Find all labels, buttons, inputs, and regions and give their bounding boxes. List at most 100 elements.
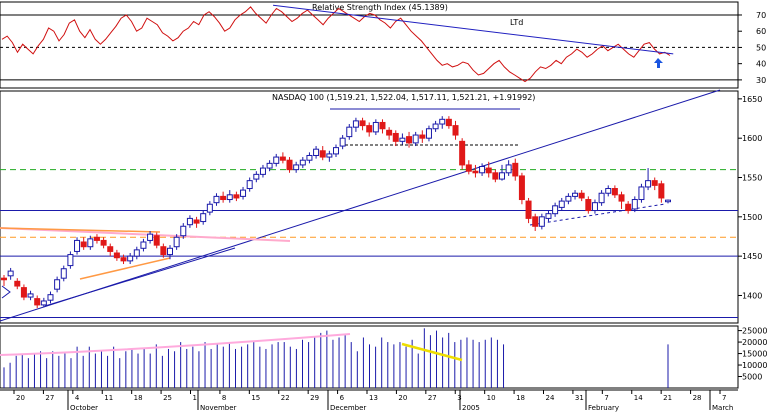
candle-body-46 xyxy=(306,154,313,161)
candle-body-22 xyxy=(147,233,154,241)
price-panel: NASDAQ 100 (1,519.21, 1,522.04, 1,517.11… xyxy=(0,89,762,324)
candle-body-99 xyxy=(658,183,665,199)
rsi-trendline xyxy=(272,4,674,55)
candle-body-26 xyxy=(173,236,180,248)
candle-body-58 xyxy=(386,129,393,136)
candle-body-72 xyxy=(479,165,486,174)
candle-body-56 xyxy=(372,121,379,133)
candle-body-15 xyxy=(100,239,107,246)
month-label-4: February xyxy=(588,404,619,412)
price-tick-label-1650: 1650 xyxy=(742,95,762,104)
candle-body-48 xyxy=(319,150,326,158)
month-label-0: October xyxy=(70,404,98,412)
rsi-line xyxy=(1,6,671,83)
candle-body-19 xyxy=(127,255,134,262)
candle-body-27 xyxy=(180,225,187,237)
volume-tick-label-5000: 5000 xyxy=(742,373,762,382)
candle-body-86 xyxy=(572,192,579,197)
orange-upper-trendline xyxy=(0,227,161,233)
candle-body-28 xyxy=(186,217,193,226)
candle-body-14 xyxy=(93,236,100,241)
candle-body-35 xyxy=(233,194,240,199)
candle-body-98 xyxy=(651,180,658,186)
candle-body-45 xyxy=(299,159,306,166)
x-tick-label-3: 11 xyxy=(104,394,113,402)
candle-body-2 xyxy=(14,280,21,287)
candle-body-59 xyxy=(392,132,399,142)
x-tick-label-14: 27 xyxy=(428,394,437,402)
rsi-tick-label-60: 60 xyxy=(756,27,766,36)
volume-highlight-line xyxy=(401,342,463,362)
candle-body-24 xyxy=(160,246,167,256)
candle-body-3 xyxy=(20,287,27,298)
candle-body-52 xyxy=(346,126,353,138)
dotted-support-line xyxy=(529,203,666,226)
candle-body-37 xyxy=(246,180,253,190)
rsi-title: Relative Strength Index (45.1389) xyxy=(312,3,448,12)
candle-body-61 xyxy=(406,136,413,144)
candle-body-29 xyxy=(193,219,200,224)
candle-body-7 xyxy=(47,294,54,301)
candle-body-81 xyxy=(538,216,545,227)
candle-body-68 xyxy=(452,125,459,136)
x-tick-label-6: 1 xyxy=(193,394,197,402)
x-tick-label-16: 10 xyxy=(487,394,496,402)
x-tick-label-13: 20 xyxy=(398,394,407,402)
month-label-5: March xyxy=(712,404,733,412)
x-tick-label-5: 25 xyxy=(163,394,172,402)
candle-body-95 xyxy=(631,199,638,210)
candle-body-84 xyxy=(558,200,565,208)
volume-tick-label-10000: 10000 xyxy=(742,361,767,370)
candle-body-41 xyxy=(273,156,280,164)
candle-body-75 xyxy=(499,172,505,180)
candle-body-78 xyxy=(518,175,525,201)
volume-tick-label-25000: 25000 xyxy=(742,327,767,336)
candle-body-97 xyxy=(645,180,652,188)
rsi-arrow-icon xyxy=(654,58,663,68)
candle-body-20 xyxy=(133,249,140,257)
x-tick-label-10: 29 xyxy=(310,394,319,402)
candle-body-34 xyxy=(226,194,233,201)
candle-body-70 xyxy=(465,164,472,172)
price-tick-label-1500: 1500 xyxy=(742,213,762,222)
x-tick-label-19: 31 xyxy=(575,394,584,402)
x-tick-label-9: 22 xyxy=(281,394,290,402)
candle-body-11 xyxy=(74,239,81,252)
candle-body-57 xyxy=(379,121,386,130)
candle-body-94 xyxy=(625,203,632,212)
rsi-tick-label-40: 40 xyxy=(756,60,766,69)
candle-body-92 xyxy=(611,188,618,196)
candle-body-100 xyxy=(665,199,671,203)
x-tick-label-15: 3 xyxy=(457,394,461,402)
candle-body-12 xyxy=(80,241,87,248)
candle-body-54 xyxy=(359,120,366,127)
candle-body-31 xyxy=(206,203,213,213)
candle-body-23 xyxy=(153,235,160,246)
x-tick-label-1: 27 xyxy=(45,394,54,402)
candle-body-79 xyxy=(525,200,532,219)
month-label-2: December xyxy=(330,404,366,412)
candle-body-66 xyxy=(439,118,446,125)
candle-body-88 xyxy=(585,199,592,212)
x-tick-label-21: 14 xyxy=(634,394,643,402)
rsi-annotation: LTd xyxy=(510,18,523,27)
candle-body-71 xyxy=(472,170,479,174)
price-tick-label-1400: 1400 xyxy=(742,291,762,300)
left-marker-icon xyxy=(1,285,11,299)
long-trendline xyxy=(0,89,721,322)
candle-body-0 xyxy=(1,277,7,281)
candle-body-60 xyxy=(399,137,406,142)
rsi-tick-label-30: 30 xyxy=(756,76,766,85)
candle-body-30 xyxy=(200,213,207,223)
month-label-3: 2005 xyxy=(462,404,480,412)
x-axis: 20 27 4 11 18 25 1 8 15 22 29 6 13 20 27 3 10 18 24 31 7 14 21… xyxy=(0,389,738,412)
x-tick-label-11: 6 xyxy=(340,394,345,402)
candle-body-6 xyxy=(40,300,47,306)
x-tick-label-22: 21 xyxy=(663,394,672,402)
price-tick-label-1450: 1450 xyxy=(742,252,762,261)
orange-lower-trendline xyxy=(79,257,171,280)
candle-body-67 xyxy=(445,118,452,127)
candle-body-62 xyxy=(412,134,419,144)
candle-body-90 xyxy=(598,192,605,204)
